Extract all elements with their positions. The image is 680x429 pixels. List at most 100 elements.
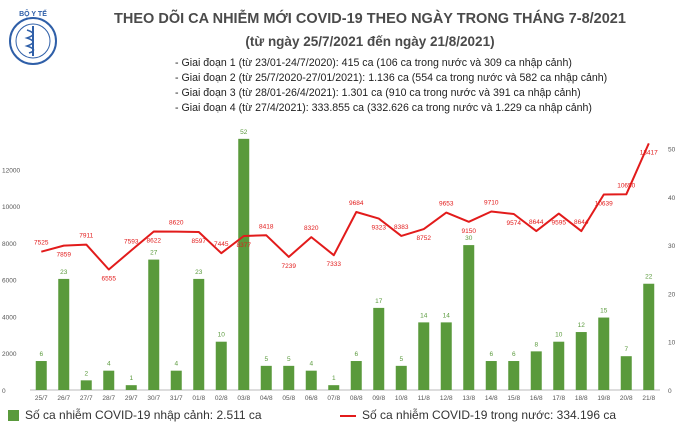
bar bbox=[58, 278, 70, 390]
bar bbox=[553, 341, 565, 390]
line-value-label: 7593 bbox=[124, 238, 139, 245]
left-axis-tick-label: 0 bbox=[2, 388, 6, 395]
right-axis-tick-label: 50 bbox=[668, 147, 676, 154]
left-axis-tick-label: 2000 bbox=[2, 351, 17, 358]
line-value-label: 6555 bbox=[102, 276, 117, 283]
bar-value-label: 1 bbox=[332, 375, 336, 382]
bar bbox=[508, 361, 520, 390]
bar-value-label: 14 bbox=[420, 312, 428, 319]
line-value-label: 7333 bbox=[327, 261, 342, 268]
legend-line: Số ca nhiễm COVID-19 trong nước: 334.196… bbox=[340, 408, 616, 422]
line-value-label: 7859 bbox=[57, 252, 72, 259]
logo-text: BỘ Y TẾ bbox=[19, 8, 47, 18]
bar-value-label: 5 bbox=[264, 356, 268, 363]
left-axis-tick-label: 12000 bbox=[2, 167, 20, 174]
line-value-label: 7911 bbox=[79, 233, 93, 240]
line-value-label: 7525 bbox=[34, 240, 49, 247]
line-value-label: 8418 bbox=[259, 223, 274, 230]
bar bbox=[598, 317, 610, 390]
x-axis-tick-label: 03/8 bbox=[237, 395, 250, 402]
bar bbox=[463, 245, 475, 390]
line-value-label: 8644 bbox=[574, 219, 589, 226]
line-value-label: 9595 bbox=[552, 220, 567, 227]
x-axis-tick-label: 08/8 bbox=[350, 395, 363, 402]
bar-value-label: 15 bbox=[600, 308, 608, 315]
bar bbox=[215, 341, 227, 390]
bar bbox=[485, 361, 497, 390]
x-axis-tick-label: 13/8 bbox=[462, 395, 475, 402]
bar-value-label: 27 bbox=[150, 250, 158, 257]
bar-value-label: 2 bbox=[84, 370, 88, 377]
ministry-of-health-logo: BỘ Y TẾ bbox=[9, 8, 57, 65]
line-value-label: 8620 bbox=[169, 220, 184, 227]
line-value-label: 9150 bbox=[462, 228, 477, 235]
bar-value-label: 14 bbox=[443, 312, 451, 319]
bar-value-label: 4 bbox=[107, 361, 111, 368]
bar bbox=[350, 361, 362, 390]
x-axis-tick-label: 14/8 bbox=[485, 395, 498, 402]
x-axis-tick-label: 25/7 bbox=[35, 395, 48, 402]
right-axis-tick-label: 10 bbox=[668, 340, 676, 347]
bar bbox=[125, 385, 137, 390]
line-value-label: 13417 bbox=[640, 149, 658, 156]
line-value-label: 8622 bbox=[147, 238, 162, 245]
left-axis-tick-label: 10000 bbox=[2, 204, 20, 211]
bar bbox=[530, 351, 542, 390]
domestic-cases-line bbox=[41, 142, 650, 271]
bar-value-label: 1 bbox=[129, 375, 133, 382]
phase-note: - Giai đoạn 1 (từ 23/01-24/7/2020): 415 … bbox=[175, 57, 572, 69]
x-axis-tick-label: 27/7 bbox=[80, 395, 93, 402]
x-axis-tick-label: 12/8 bbox=[440, 395, 453, 402]
bar bbox=[103, 370, 115, 390]
bar bbox=[395, 365, 407, 390]
bar-value-label: 17 bbox=[375, 298, 383, 305]
bar-value-label: 8 bbox=[534, 341, 538, 348]
bar-value-label: 4 bbox=[309, 361, 313, 368]
right-axis-tick-label: 40 bbox=[668, 195, 676, 202]
bar-value-label: 6 bbox=[39, 351, 43, 358]
x-axis-tick-label: 16/8 bbox=[530, 395, 543, 402]
chart-title: THEO DÕI CA NHIỄM MỚI COVID-19 THEO NGÀY… bbox=[114, 11, 626, 27]
bar-value-label: 4 bbox=[174, 361, 178, 368]
line-value-label: 9684 bbox=[349, 200, 364, 207]
bar-value-label: 22 bbox=[645, 274, 653, 281]
bar bbox=[260, 365, 272, 390]
line-value-label: 9574 bbox=[507, 220, 522, 227]
bar bbox=[418, 322, 430, 390]
bar-value-label: 52 bbox=[240, 129, 248, 136]
legend-bars: Số ca nhiễm COVID-19 nhập cảnh: 2.511 ca bbox=[8, 408, 262, 422]
bar-value-label: 6 bbox=[512, 351, 516, 358]
x-axis-tick-label: 29/7 bbox=[125, 395, 138, 402]
phase-note: - Giai đoạn 2 (từ 25/7/2020-27/01/2021):… bbox=[175, 72, 608, 84]
chart-subtitle: (từ ngày 25/7/2021 đến ngày 21/8/2021) bbox=[245, 34, 495, 49]
right-axis-tick-label: 30 bbox=[668, 243, 676, 250]
bar bbox=[80, 380, 92, 390]
legend-bar-swatch bbox=[8, 410, 19, 422]
line-value-label: 8383 bbox=[394, 224, 409, 231]
x-axis-tick-label: 11/8 bbox=[418, 395, 431, 402]
phase-note: - Giai đoạn 4 (từ 27/4/2021): 333.855 ca… bbox=[175, 102, 592, 114]
left-axis-tick-label: 4000 bbox=[2, 314, 17, 321]
x-axis-tick-label: 31/7 bbox=[170, 395, 183, 402]
x-axis-tick-label: 07/8 bbox=[327, 395, 340, 402]
line-value-label: 8752 bbox=[417, 235, 432, 242]
bar bbox=[328, 385, 340, 390]
x-axis-tick-label: 04/8 bbox=[260, 395, 273, 402]
bar-value-label: 6 bbox=[489, 351, 493, 358]
bar bbox=[238, 138, 250, 390]
left-axis-tick-label: 8000 bbox=[2, 241, 17, 248]
x-axis-tick-label: 06/8 bbox=[305, 395, 318, 402]
phase-notes: - Giai đoạn 1 (từ 23/01-24/7/2020): 415 … bbox=[175, 56, 607, 116]
bar bbox=[620, 356, 632, 390]
legend-line-swatch bbox=[340, 414, 356, 417]
x-axis-tick-label: 30/7 bbox=[147, 395, 160, 402]
line-value-label: 7445 bbox=[214, 241, 229, 248]
bar bbox=[35, 361, 47, 390]
bar-value-label: 23 bbox=[195, 269, 203, 276]
line-value-label: 10639 bbox=[595, 200, 613, 207]
line-value-label: 10650 bbox=[617, 182, 635, 189]
legend-bars-label: Số ca nhiễm COVID-19 nhập cảnh: 2.511 ca bbox=[25, 408, 262, 422]
bar bbox=[193, 278, 205, 390]
phase-note: - Giai đoạn 3 (từ 28/01-26/4/2021): 1.30… bbox=[175, 87, 581, 99]
bar bbox=[643, 283, 655, 390]
